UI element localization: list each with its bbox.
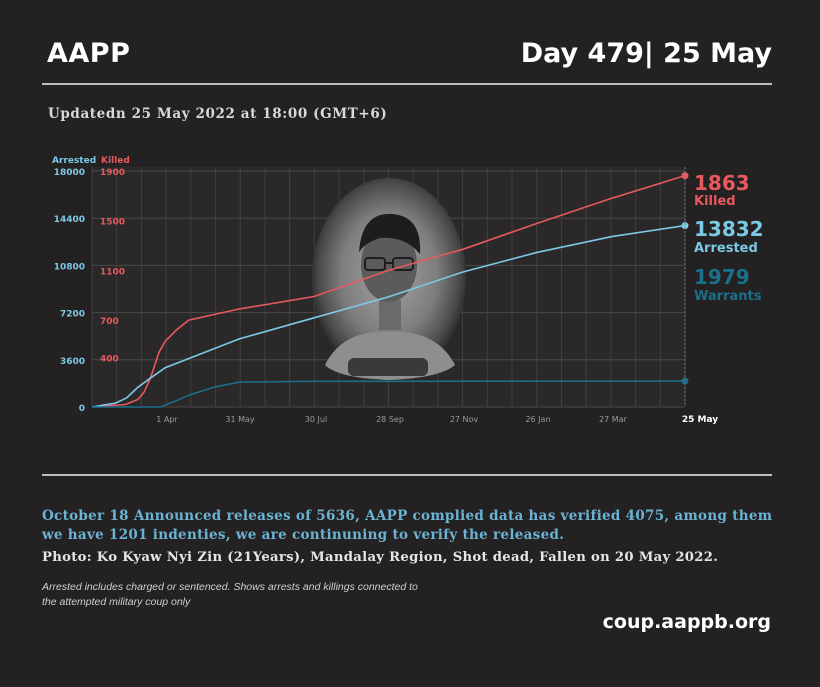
x-tick-label: 30 Jul — [305, 415, 327, 424]
series-name-killed: Killed — [694, 194, 736, 209]
series-value-killed: 1863 — [694, 171, 750, 195]
updated-timestamp: Updatedn 25 May 2022 at 18:00 (GMT+6) — [48, 106, 388, 122]
series-line-warrants — [92, 380, 686, 408]
series-line-killed — [91, 174, 686, 408]
series-value-arrested: 13832 — [694, 217, 764, 241]
series-line-arrested — [91, 224, 686, 408]
source-url[interactable]: coup.aappb.org — [602, 611, 771, 633]
footnote: Arrested includes charged or sentenced. … — [42, 581, 418, 608]
killed-tick-label: 1100 — [100, 267, 125, 277]
x-tick-label: 26 Jan — [525, 415, 550, 424]
killed-tick-label: 1500 — [100, 218, 125, 228]
x-tick-label: 25 May — [682, 415, 718, 425]
arrested-tick-label: 18000 — [54, 168, 85, 178]
series-endpoint-arrested — [681, 222, 689, 230]
killed-axis-title: Killed — [101, 156, 130, 166]
arrested-tick-label: 7200 — [60, 310, 85, 320]
x-tick-label: 27 Mar — [599, 415, 628, 424]
series-value-warrants: 1979 — [694, 265, 750, 289]
header-divider — [42, 83, 772, 85]
arrested-axis-title: Arrested — [52, 156, 96, 166]
series-endpoint-warrants — [681, 377, 689, 385]
killed-tick-label: 700 — [100, 317, 119, 327]
x-tick-label: 27 Nov — [450, 415, 479, 424]
arrested-tick-label: 10800 — [54, 262, 85, 272]
killed-tick-label: 400 — [100, 354, 119, 364]
casualties-chart: 18000 14400 10800 7200 3600 0 1900 1500 1100 700 4… — [52, 156, 764, 425]
chart-divider — [42, 474, 772, 476]
arrested-tick-label: 3600 — [60, 357, 85, 367]
x-tick-label: 31 May — [225, 415, 255, 424]
day-title: Day 479| 25 May — [520, 38, 772, 69]
series-name-warrants: Warrants — [694, 289, 762, 304]
killed-tick-label: 1900 — [100, 168, 125, 178]
photo-caption: Photo: Ko Kyaw Nyi Zin (21Years), Mandal… — [42, 550, 719, 565]
x-tick-label: 28 Sep — [376, 415, 404, 424]
axes-layer: 18000 14400 10800 7200 3600 0 1900 1500 1100 700 4… — [52, 156, 718, 425]
arrested-tick-label: 0 — [79, 404, 85, 414]
series-name-arrested: Arrested — [694, 241, 758, 256]
series-layer — [91, 172, 689, 408]
release-notice: October 18 Announced releases of 5636, A… — [42, 508, 773, 543]
arrested-tick-label: 14400 — [54, 215, 85, 225]
org-title: AAPP — [47, 38, 131, 69]
x-tick-label: 1 Apr — [156, 415, 178, 424]
portrait-photo — [312, 178, 466, 380]
